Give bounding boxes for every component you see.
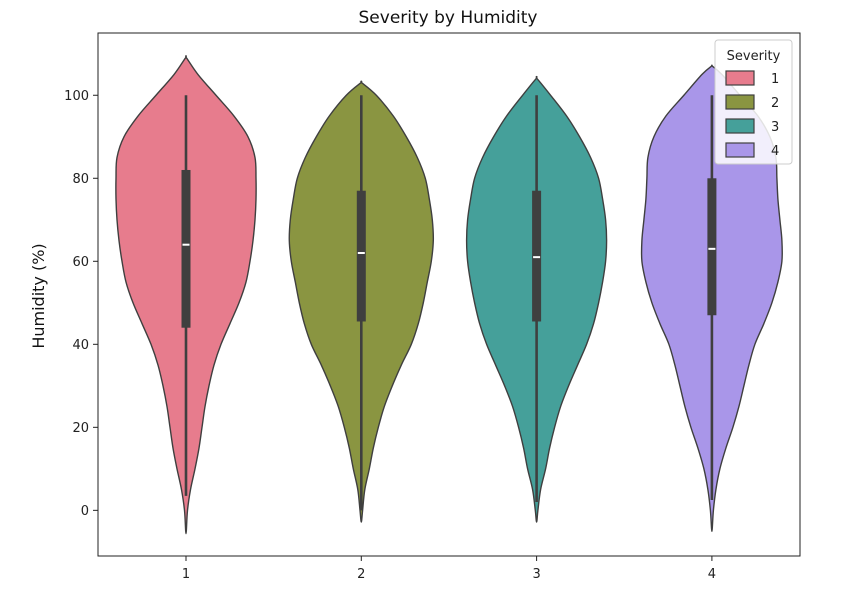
legend-swatch-2	[725, 94, 755, 110]
legend: Severity 1 2 3 4	[714, 39, 793, 165]
x-tick-label: 4	[708, 567, 716, 582]
legend-swatch-3	[725, 118, 755, 134]
violin-iqr-box-4	[707, 178, 717, 316]
y-tick-label: 100	[64, 89, 89, 104]
x-tick-label: 1	[182, 567, 190, 582]
y-tick-label: 0	[81, 504, 89, 519]
y-tick-label: 80	[72, 172, 89, 187]
chart-title: Severity by Humidity	[359, 8, 538, 28]
violin-iqr-box-1	[181, 169, 191, 328]
y-axis-label: Humidity (%)	[29, 243, 48, 348]
x-tick-label: 2	[357, 567, 365, 582]
legend-title: Severity	[727, 49, 781, 64]
violin-iqr-box-2	[356, 190, 366, 322]
legend-label-4: 4	[771, 144, 779, 159]
legend-label-2: 2	[771, 96, 779, 111]
legend-label-3: 3	[771, 120, 779, 135]
y-tick-label: 20	[72, 421, 89, 436]
y-tick-label: 60	[72, 255, 89, 270]
legend-swatch-1	[725, 70, 755, 86]
axes-frame	[97, 32, 801, 557]
y-tick-label: 40	[72, 338, 89, 353]
legend-swatch-4	[725, 142, 755, 158]
plot-area: 0 20 40 60 80 100 1 2 3 4	[64, 32, 801, 582]
violin-iqr-box-3	[532, 190, 542, 322]
legend-label-1: 1	[771, 72, 779, 87]
x-tick-label: 3	[532, 567, 540, 582]
